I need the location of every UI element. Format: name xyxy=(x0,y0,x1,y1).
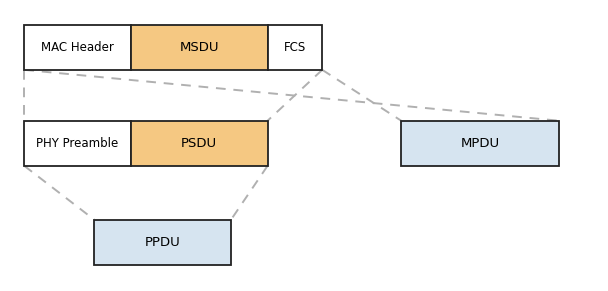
Bar xyxy=(401,121,559,166)
Bar xyxy=(131,25,268,70)
Bar xyxy=(131,121,268,166)
Text: PPDU: PPDU xyxy=(145,236,181,249)
Text: MPDU: MPDU xyxy=(461,137,500,150)
Text: MAC Header: MAC Header xyxy=(41,41,114,54)
Bar xyxy=(24,121,131,166)
Bar xyxy=(268,25,322,70)
Bar xyxy=(24,25,131,70)
Text: MSDU: MSDU xyxy=(179,41,219,54)
Text: FCS: FCS xyxy=(284,41,306,54)
Bar xyxy=(94,220,231,265)
Text: PHY Preamble: PHY Preamble xyxy=(36,137,119,150)
Text: PSDU: PSDU xyxy=(181,137,217,150)
